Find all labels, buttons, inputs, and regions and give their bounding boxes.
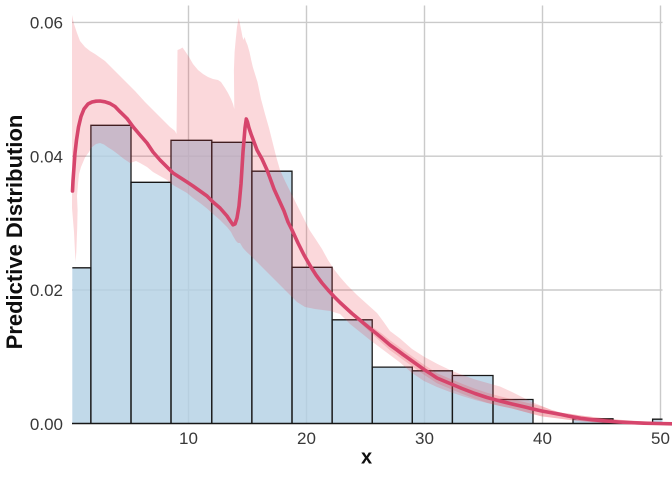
- svg-text:20: 20: [297, 429, 316, 448]
- svg-text:Predictive Distribution: Predictive Distribution: [2, 115, 27, 350]
- svg-text:0.04: 0.04: [30, 147, 63, 166]
- svg-text:x: x: [361, 447, 372, 469]
- svg-text:40: 40: [533, 429, 552, 448]
- svg-text:30: 30: [415, 429, 434, 448]
- svg-text:0.06: 0.06: [30, 14, 63, 33]
- svg-text:0.02: 0.02: [30, 281, 63, 300]
- svg-text:10: 10: [179, 429, 198, 448]
- svg-text:50: 50: [651, 429, 670, 448]
- svg-text:0.00: 0.00: [30, 415, 63, 434]
